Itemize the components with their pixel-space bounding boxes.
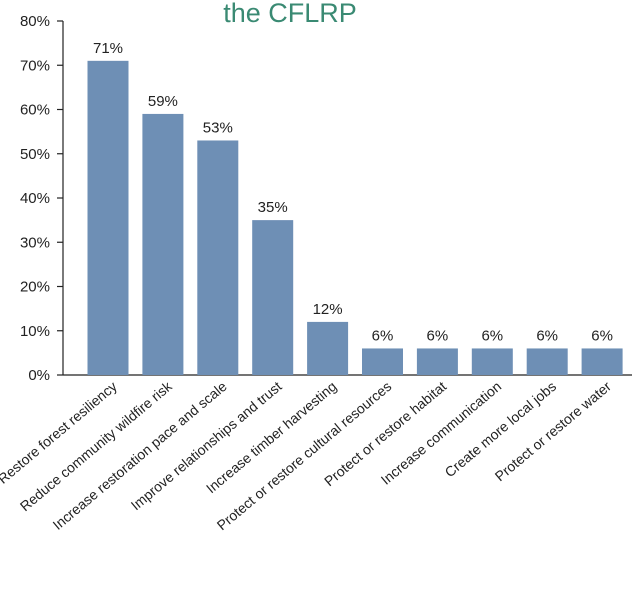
value-label: 6% (536, 327, 558, 344)
value-label: 53% (203, 119, 233, 136)
y-tick-label: 10% (20, 323, 50, 340)
bar (197, 140, 239, 375)
value-label: 71% (93, 40, 123, 57)
chart-title: the CFLRP (223, 0, 357, 28)
bar (526, 348, 568, 375)
y-tick-label: 80% (20, 13, 50, 30)
y-tick-label: 60% (20, 102, 50, 119)
bar (471, 348, 513, 375)
bar (142, 113, 184, 376)
y-tick-label: 50% (20, 146, 50, 163)
bar (307, 321, 349, 375)
bar (416, 348, 458, 375)
value-label: 6% (427, 327, 449, 344)
value-label: 6% (591, 327, 613, 344)
bar (581, 348, 623, 375)
value-label: 6% (372, 327, 394, 344)
bar (252, 220, 294, 375)
value-label: 12% (313, 301, 343, 318)
y-tick-label: 20% (20, 279, 50, 296)
value-label: 59% (148, 93, 178, 110)
y-tick-label: 0% (28, 367, 50, 384)
value-label: 35% (258, 199, 288, 216)
y-tick-label: 40% (20, 190, 50, 207)
y-tick-label: 70% (20, 57, 50, 74)
value-label: 6% (481, 327, 503, 344)
bar (362, 348, 403, 375)
bar (87, 60, 129, 375)
y-tick-label: 30% (20, 234, 50, 251)
